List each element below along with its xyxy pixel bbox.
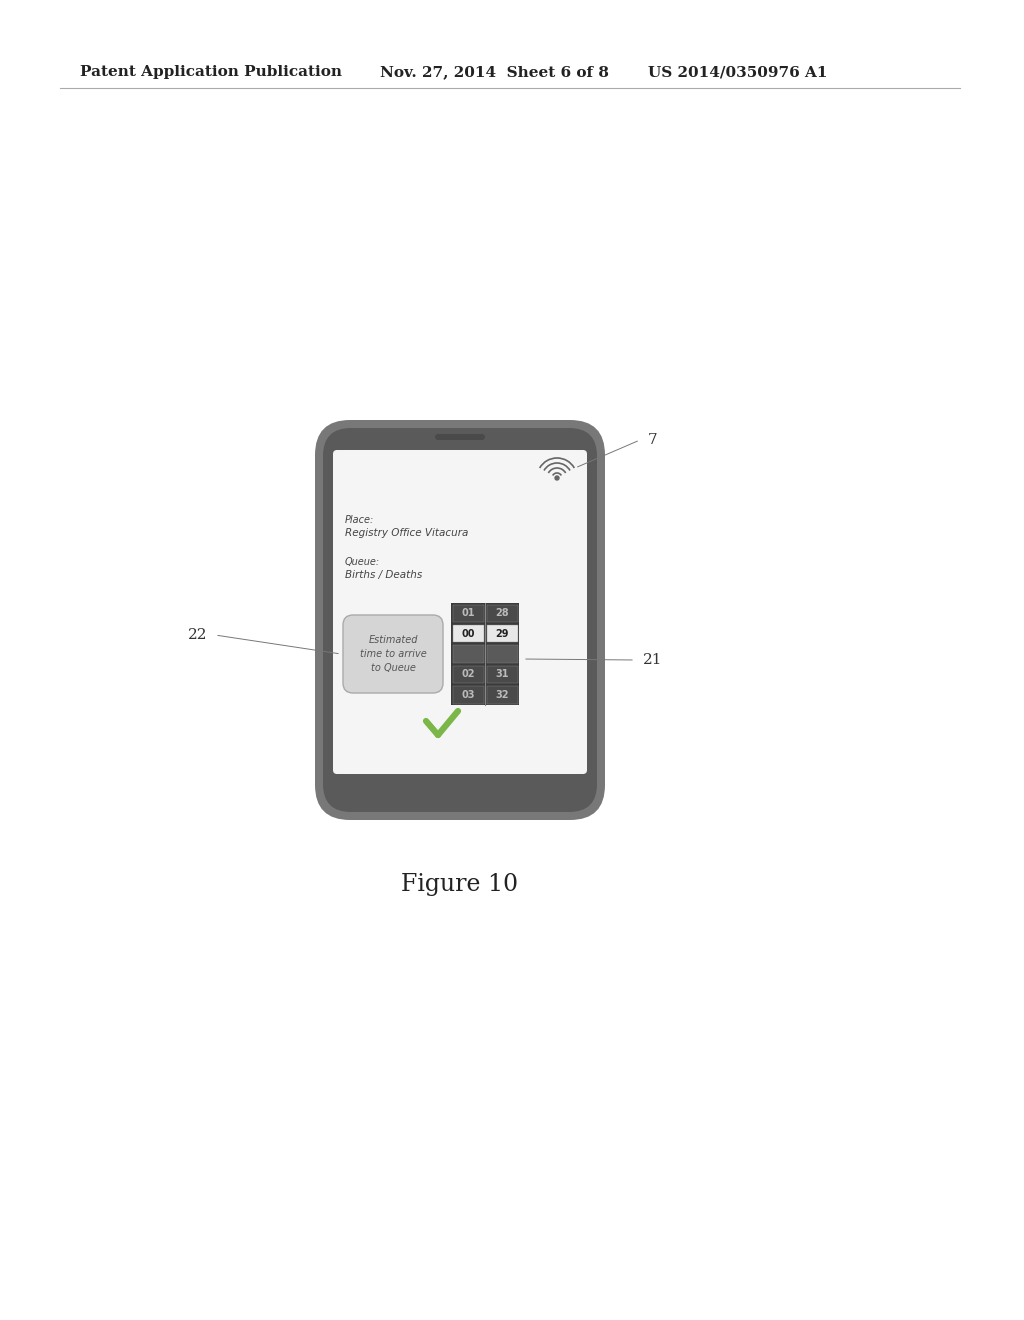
FancyBboxPatch shape bbox=[435, 434, 485, 440]
Text: 29: 29 bbox=[496, 628, 509, 639]
FancyBboxPatch shape bbox=[333, 450, 587, 774]
Bar bbox=[453, 624, 483, 643]
FancyBboxPatch shape bbox=[323, 428, 597, 812]
Text: 32: 32 bbox=[496, 690, 509, 700]
Text: Queue:: Queue: bbox=[345, 557, 380, 568]
Circle shape bbox=[555, 477, 559, 480]
Text: Births / Deaths: Births / Deaths bbox=[345, 570, 422, 579]
Bar bbox=[486, 645, 517, 663]
Text: 7: 7 bbox=[648, 433, 657, 447]
Text: time to arrive: time to arrive bbox=[359, 649, 426, 659]
Bar bbox=[486, 686, 517, 704]
Bar bbox=[453, 605, 483, 622]
Bar bbox=[453, 686, 483, 704]
Bar bbox=[486, 665, 517, 684]
Bar bbox=[486, 605, 517, 622]
Bar bbox=[453, 645, 483, 663]
Text: Figure 10: Figure 10 bbox=[401, 874, 518, 896]
Text: 01: 01 bbox=[461, 609, 475, 618]
Bar bbox=[453, 665, 483, 684]
FancyBboxPatch shape bbox=[343, 615, 443, 693]
Text: Patent Application Publication: Patent Application Publication bbox=[80, 65, 342, 79]
Text: 00: 00 bbox=[461, 628, 475, 639]
Text: Nov. 27, 2014  Sheet 6 of 8: Nov. 27, 2014 Sheet 6 of 8 bbox=[380, 65, 609, 79]
Text: to Queue: to Queue bbox=[371, 663, 416, 673]
Text: Registry Office Vitacura: Registry Office Vitacura bbox=[345, 528, 468, 539]
Text: Estimated: Estimated bbox=[369, 635, 418, 645]
Text: Place:: Place: bbox=[345, 515, 374, 525]
Text: 31: 31 bbox=[496, 669, 509, 680]
Text: US 2014/0350976 A1: US 2014/0350976 A1 bbox=[648, 65, 827, 79]
FancyBboxPatch shape bbox=[315, 420, 605, 820]
Text: 02: 02 bbox=[461, 669, 475, 680]
Text: 22: 22 bbox=[187, 628, 207, 642]
Bar bbox=[486, 624, 517, 643]
Text: 03: 03 bbox=[461, 690, 475, 700]
Text: 28: 28 bbox=[496, 609, 509, 618]
Text: 21: 21 bbox=[643, 653, 663, 667]
FancyBboxPatch shape bbox=[451, 603, 519, 705]
